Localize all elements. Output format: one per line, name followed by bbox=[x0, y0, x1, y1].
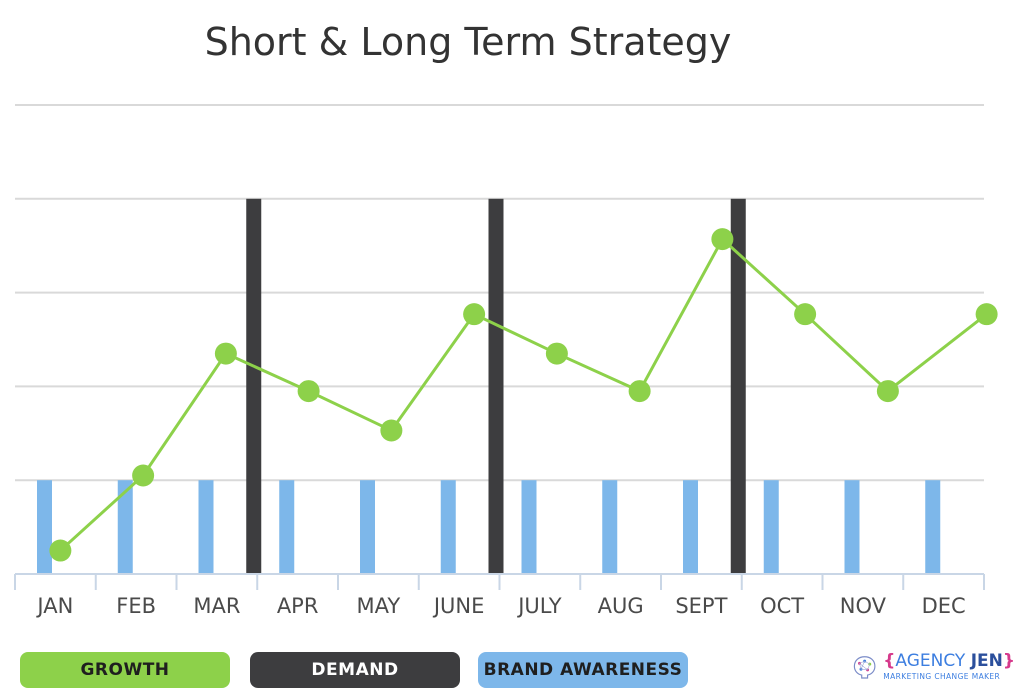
x-tick-label: AUG bbox=[598, 594, 644, 618]
brand-awareness-bar bbox=[683, 480, 698, 574]
legend-demand: DEMAND bbox=[250, 652, 460, 688]
brand-awareness-bar bbox=[521, 480, 537, 574]
growth-point bbox=[463, 303, 486, 326]
x-tick-label: FEB bbox=[116, 594, 156, 618]
logo-tagline: MARKETING CHANGE MAKER bbox=[883, 672, 1001, 682]
brand-awareness-bars bbox=[37, 480, 941, 574]
legend-growth-label: GROWTH bbox=[80, 660, 170, 680]
x-tick-label: SEPT bbox=[675, 594, 727, 618]
brand-awareness-bar bbox=[117, 480, 133, 574]
logo-name: {AGENCY JEN} bbox=[883, 651, 1015, 672]
growth-line bbox=[49, 228, 998, 562]
brand-awareness-bar bbox=[602, 480, 618, 574]
growth-point bbox=[975, 303, 998, 326]
x-tick-label: DEC bbox=[922, 594, 966, 618]
growth-point bbox=[545, 342, 568, 365]
chart-plot: JAN FEB MAR APR MAY JUNE JULY AUG SEPT OCT NOV DEC bbox=[14, 104, 998, 618]
legend-brand-awareness-label: BRAND AWARENESS bbox=[483, 660, 683, 680]
x-tick-label: APR bbox=[277, 594, 319, 618]
legend-growth: GROWTH bbox=[20, 652, 230, 688]
x-tick-label: MAY bbox=[357, 594, 401, 618]
x-tick-label: JAN bbox=[35, 594, 73, 618]
x-tick-label: MAR bbox=[193, 594, 240, 618]
growth-point bbox=[711, 228, 734, 251]
legend-demand-label: DEMAND bbox=[311, 660, 399, 680]
x-tick-label: NOV bbox=[840, 594, 887, 618]
growth-point bbox=[214, 342, 237, 365]
growth-point bbox=[876, 380, 899, 403]
growth-point bbox=[132, 464, 155, 487]
x-tick-label: JUNE bbox=[432, 594, 485, 618]
demand-bars bbox=[246, 198, 746, 575]
brand-awareness-bar bbox=[360, 480, 375, 574]
demand-bar bbox=[246, 198, 262, 575]
growth-point bbox=[628, 380, 651, 403]
chart-title: Short & Long Term Strategy bbox=[204, 20, 732, 64]
brain-icon bbox=[853, 656, 876, 679]
growth-point bbox=[794, 303, 817, 326]
brand-awareness-bar bbox=[279, 480, 295, 574]
demand-bar bbox=[488, 198, 504, 575]
x-axis bbox=[14, 573, 985, 590]
brand-awareness-bar bbox=[37, 480, 52, 574]
brand-awareness-bar bbox=[198, 480, 214, 574]
brand-awareness-bar bbox=[844, 480, 860, 574]
agency-logo: {AGENCY JEN} MARKETING CHANGE MAKER bbox=[850, 644, 1015, 690]
x-tick-label: JULY bbox=[516, 594, 561, 618]
legend-brand-awareness: BRAND AWARENESS bbox=[478, 652, 688, 688]
brand-awareness-bar bbox=[925, 480, 941, 574]
growth-point bbox=[380, 419, 403, 442]
brand-awareness-bar bbox=[440, 480, 456, 574]
x-tick-labels: JAN FEB MAR APR MAY JUNE JULY AUG SEPT OCT NOV DEC bbox=[35, 594, 965, 618]
growth-line-path bbox=[59, 236, 988, 552]
brand-awareness-bar bbox=[763, 480, 779, 574]
growth-point bbox=[297, 380, 320, 403]
x-tick-label: OCT bbox=[760, 594, 804, 618]
demand-bar bbox=[730, 198, 746, 575]
growth-point bbox=[49, 539, 72, 562]
